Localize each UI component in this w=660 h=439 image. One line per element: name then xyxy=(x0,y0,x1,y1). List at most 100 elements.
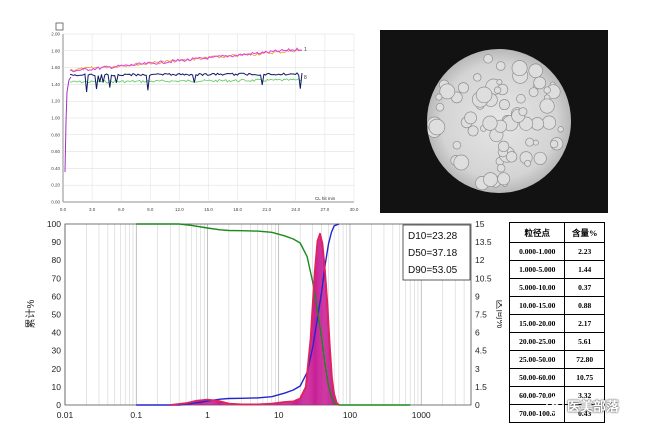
top-x-tick-label: 12.0 xyxy=(175,207,184,212)
table-row: 50.00-60.00 10.75 xyxy=(508,368,605,387)
particle xyxy=(518,107,528,117)
particle xyxy=(525,137,535,147)
table-row: 25.00-50.00 72.80 xyxy=(508,350,605,369)
size-cell: 50.00-60.00 xyxy=(508,368,566,387)
value-cell: 2.23 xyxy=(564,242,605,261)
particle xyxy=(511,60,528,77)
top-y-tick-label: 1.60 xyxy=(51,65,60,70)
size-distribution-chart: 0 10 20 30 40 50 60 70 80 90 100 0 1.5 3 4.5 6 7.5 9 10.5… xyxy=(22,218,507,434)
table-row: 70.00-100.0 0.43 xyxy=(508,404,605,423)
particle xyxy=(483,172,498,187)
particle xyxy=(498,99,510,111)
value-cell: 0.88 xyxy=(564,296,605,315)
left-y-label: 累计% xyxy=(24,299,37,328)
top-y-tick-label: 1.20 xyxy=(51,99,60,104)
particle xyxy=(493,86,502,94)
particle xyxy=(524,159,532,167)
size-cell: 5.000-10.00 xyxy=(508,278,566,297)
value-cell: 0.37 xyxy=(564,278,605,297)
x-tick-label: 10 xyxy=(274,410,284,420)
top-x-tick-label: 21.0 xyxy=(262,207,271,212)
left-y-tick-label: 80 xyxy=(52,255,62,265)
right-y-tick-label: 3 xyxy=(475,364,480,374)
table-row: 10.00-15.00 0.88 xyxy=(508,296,605,315)
size-cell: 20.00-25.00 xyxy=(508,332,566,351)
right-y-tick-label: 9 xyxy=(475,291,480,301)
header-content: 含量% xyxy=(564,222,605,243)
distribution-svg: 0 10 20 30 40 50 60 70 80 90 100 0 1.5 3 4.5 6 7.5 9 10.5… xyxy=(24,219,507,420)
particle xyxy=(467,125,479,137)
x-tick-label: 100 xyxy=(343,410,357,420)
particle xyxy=(533,76,547,90)
particle xyxy=(497,140,510,153)
left-y-tick-label: 30 xyxy=(52,346,62,356)
corner-box xyxy=(55,22,64,31)
top-x-tick-label: 24.0 xyxy=(291,207,300,212)
particle xyxy=(439,83,456,100)
top-y-tick-label: 0.80 xyxy=(51,132,60,137)
x-ticks: 0.01 0.1 1 10 100 1000 xyxy=(57,410,431,420)
size-cell: 25.00-50.00 xyxy=(508,350,566,369)
left-y-tick-label: 20 xyxy=(52,364,62,374)
top-series-navy xyxy=(69,72,303,93)
series-label-bottom: 8 xyxy=(304,75,307,81)
particle xyxy=(453,154,470,171)
series-label-top: 1 xyxy=(304,47,307,53)
stability-chart-svg: 2.00 1.80 1.60 1.40 1.20 1.00 0.80 0.60 0.40 0.20… xyxy=(51,22,359,212)
table-row: 5.000-10.00 0.37 xyxy=(508,278,605,297)
right-y-tick-label: 6 xyxy=(475,328,480,338)
top-x-tick-label: 18.0 xyxy=(233,207,242,212)
table-row: 1.000-5.000 1.44 xyxy=(508,260,605,279)
series-line-frequency xyxy=(170,232,340,406)
particles xyxy=(427,54,564,191)
right-y-ticks: 0 1.5 3 4.5 6 7.5 9 10.5 12 13.5 15 xyxy=(475,219,492,410)
table-header-row: 粒径点 含量% xyxy=(508,222,605,243)
d10-label: D10=23.28 xyxy=(408,231,458,242)
left-y-tick-label: 50 xyxy=(52,310,62,320)
table-row: 15.00-20.00 2.17 xyxy=(508,314,605,333)
distribution-lines xyxy=(136,223,411,406)
x-tick-label: 1000 xyxy=(412,410,431,420)
top-y-tick-label: 0.20 xyxy=(51,183,60,188)
particle xyxy=(542,115,557,130)
watermark-logo-icon xyxy=(546,396,564,414)
top-series xyxy=(64,47,303,173)
particle xyxy=(496,163,506,173)
left-y-tick-label: 0 xyxy=(56,400,61,410)
value-cell: 2.17 xyxy=(564,314,605,333)
table-row: 20.00-25.00 5.61 xyxy=(508,332,605,351)
top-x-tick-label: 6.0 xyxy=(118,207,125,212)
top-x-tick-label: 27.0 xyxy=(321,207,330,212)
particle xyxy=(435,102,445,112)
x-tick-label: 1 xyxy=(205,410,210,420)
value-cell: 10.75 xyxy=(564,368,605,387)
size-cell: 1.000-5.000 xyxy=(508,260,566,279)
right-y-tick-label: 15 xyxy=(475,219,485,229)
watermark: 医美部落 xyxy=(546,394,658,416)
particle xyxy=(464,111,477,125)
particle xyxy=(452,140,462,150)
particle xyxy=(539,98,555,114)
particle xyxy=(505,151,518,163)
particle xyxy=(532,139,539,146)
series-line-cumulative-undersize xyxy=(136,223,411,406)
top-y-tick-label: 1.40 xyxy=(51,82,60,87)
left-y-ticks: 0 10 20 30 40 50 60 70 80 90 100 xyxy=(47,219,61,410)
size-cell: 0.000-1.000 xyxy=(508,242,566,261)
right-y-tick-label: 12 xyxy=(475,255,485,265)
size-cell: 70.00-100.0 xyxy=(508,404,566,423)
particle xyxy=(516,94,526,104)
d90-label: D90=53.05 xyxy=(408,265,458,276)
left-y-tick-label: 40 xyxy=(52,328,62,338)
micrograph xyxy=(427,49,571,193)
particle xyxy=(457,82,469,94)
top-x-tick-label: 9.0 xyxy=(147,207,154,212)
table-row: 0.000-1.000 2.23 xyxy=(508,242,605,261)
top-x-tick-label: 15.0 xyxy=(204,207,213,212)
top-y-tick-label: 0.00 xyxy=(51,200,60,205)
particle xyxy=(475,86,493,104)
right-y-tick-label: 1.5 xyxy=(475,382,487,392)
x-unit-label: CL hit min xyxy=(315,196,336,201)
content-table-panel: 粒径点 含量% 0.000-1.000 2.23 1.000-5.000 1.44 … xyxy=(508,222,605,423)
value-cell: 1.44 xyxy=(564,260,605,279)
